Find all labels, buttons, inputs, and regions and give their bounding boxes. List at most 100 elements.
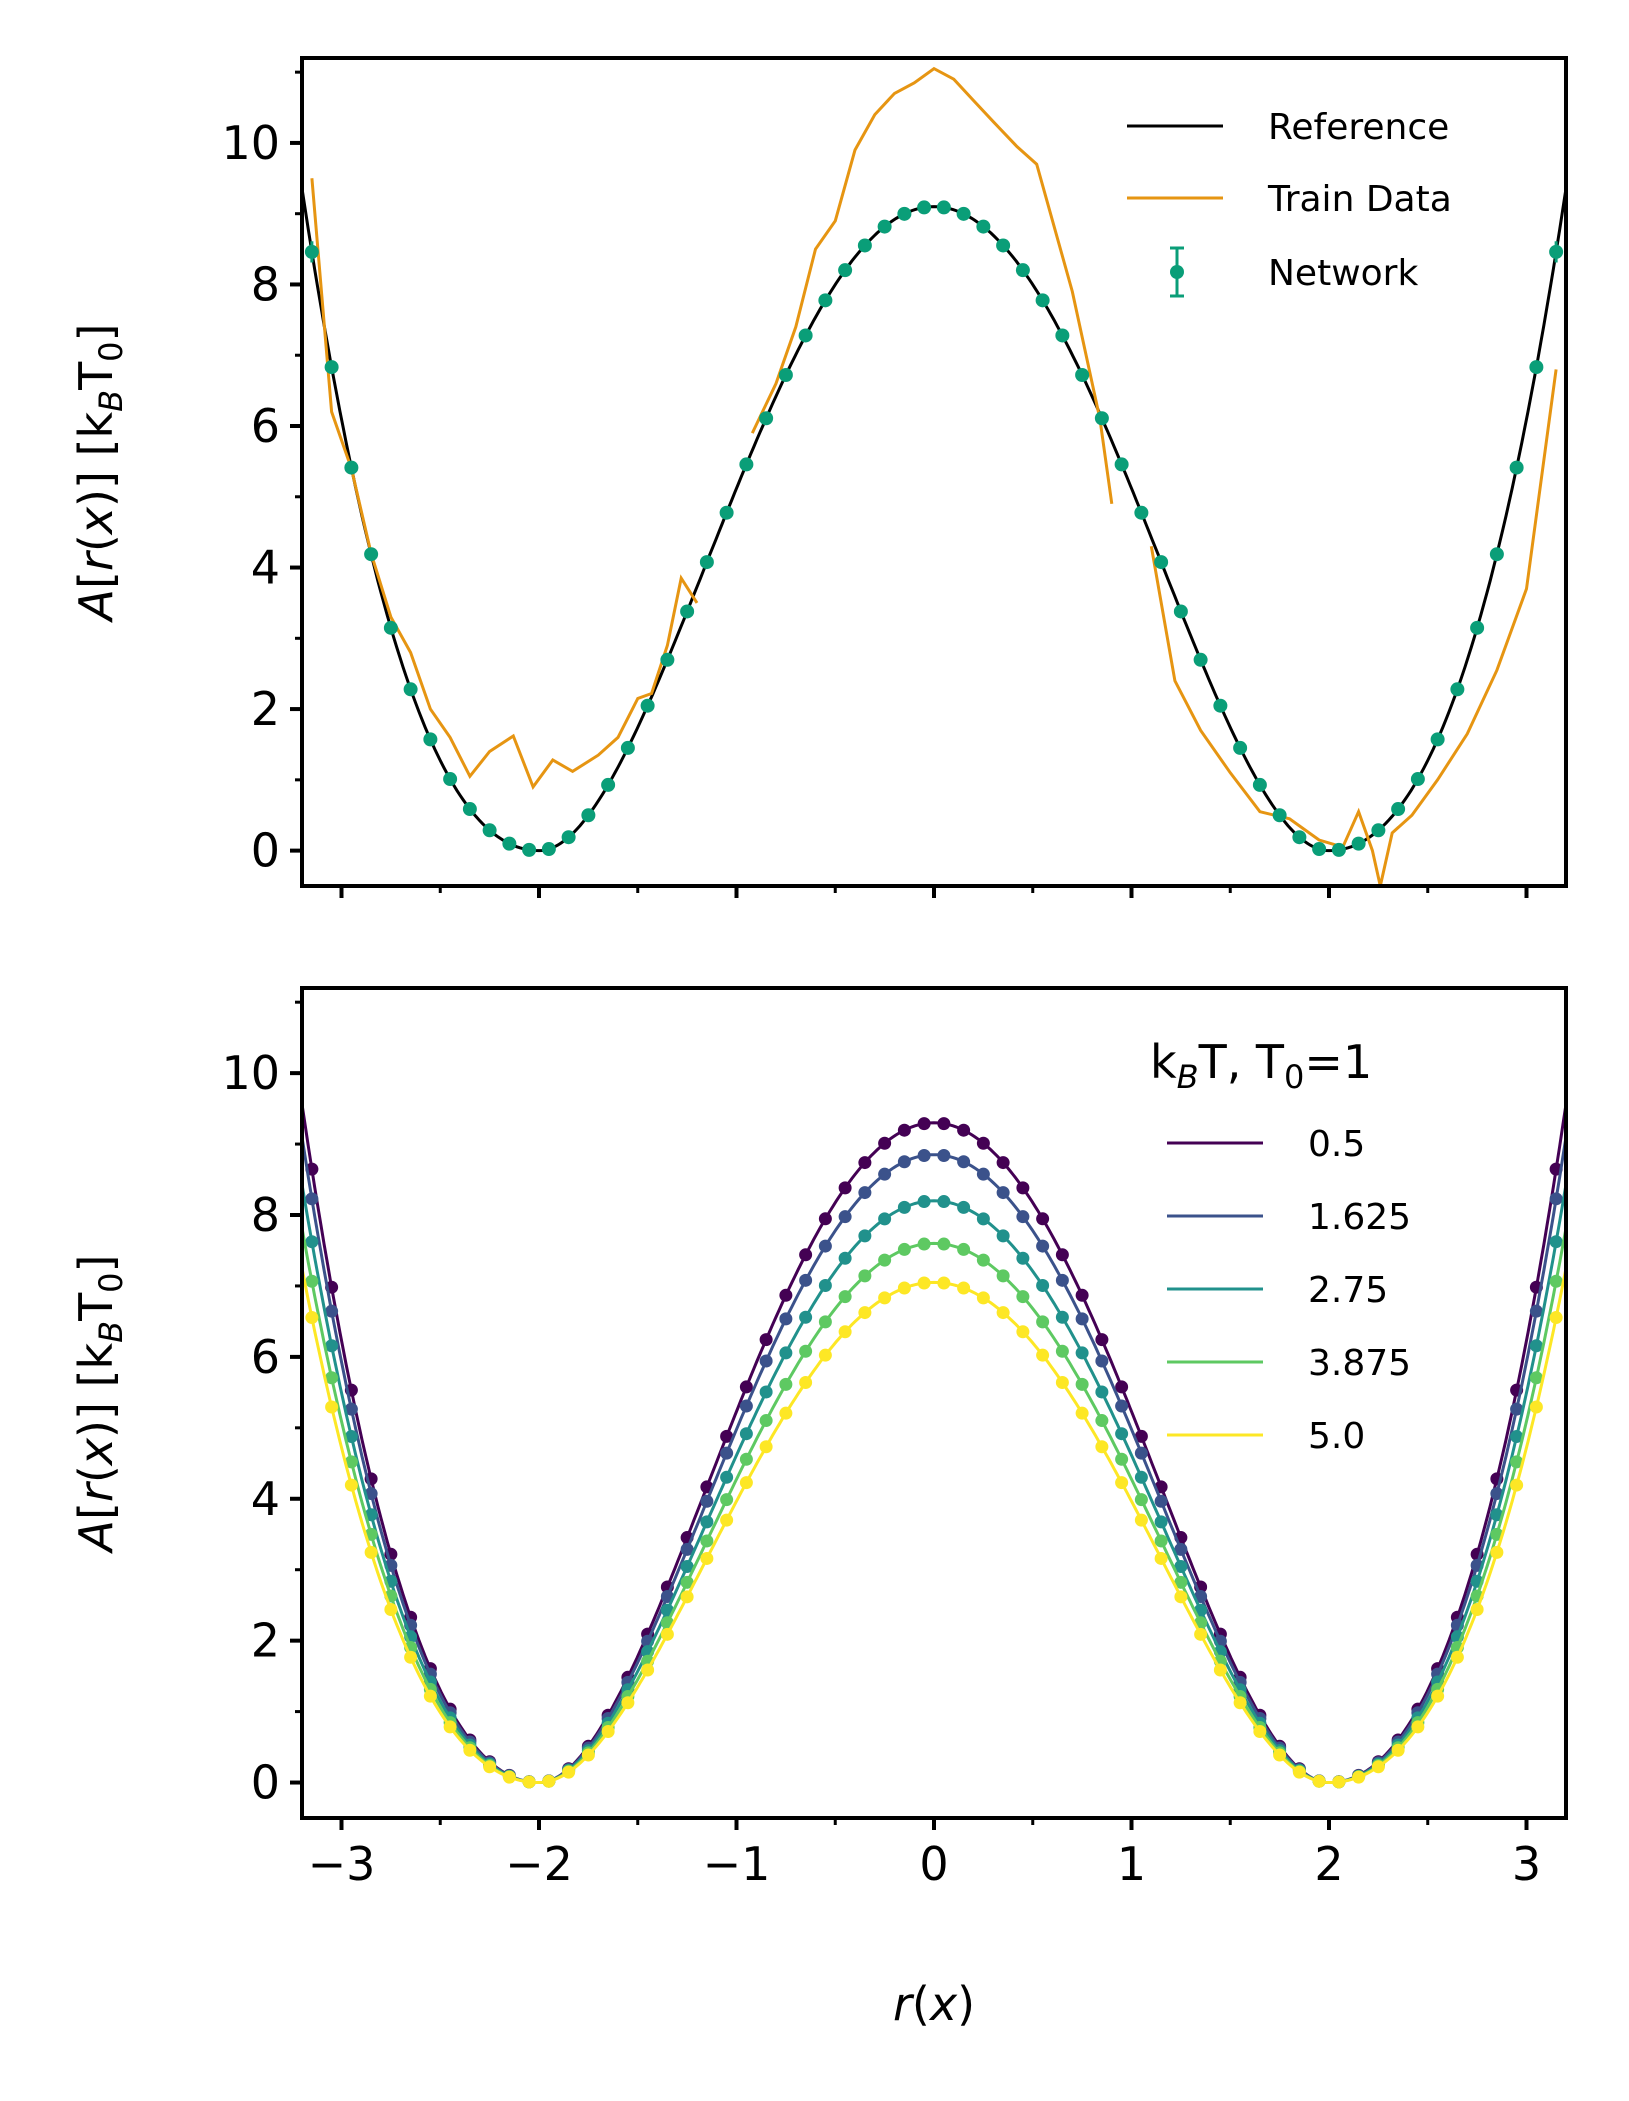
series-point	[443, 1720, 457, 1734]
series-point	[680, 1542, 694, 1556]
legend-label: 1.625	[1308, 1197, 1411, 1238]
network-point	[936, 200, 951, 215]
legend-label-reference: Reference	[1268, 107, 1449, 148]
network-point	[1391, 802, 1406, 817]
series-point	[621, 1696, 635, 1710]
legend-label: 2.75	[1308, 1270, 1388, 1311]
series-point	[1312, 1774, 1326, 1788]
series-point	[1036, 1315, 1050, 1329]
series-point	[759, 1385, 773, 1399]
series-point	[1510, 1455, 1524, 1469]
series-point	[996, 1186, 1010, 1200]
network-point	[877, 219, 892, 234]
series-point	[838, 1251, 852, 1265]
network-point	[1233, 740, 1248, 755]
y-tick-label: 8	[251, 1188, 280, 1242]
network-point	[522, 842, 537, 857]
series-point	[1055, 1310, 1069, 1324]
y-tick-label: 0	[251, 1756, 280, 1810]
series-point	[957, 1281, 971, 1295]
train-data-line	[1149, 369, 1558, 886]
network-point	[1549, 244, 1564, 259]
series-point	[878, 1136, 892, 1150]
series-point	[1055, 1344, 1069, 1358]
series-point	[1154, 1534, 1168, 1548]
series-point	[739, 1476, 753, 1490]
series-point	[1549, 1311, 1563, 1325]
y-tick-label: 4	[251, 541, 280, 595]
legend-label: 0.5	[1308, 1124, 1365, 1165]
network-point	[1035, 293, 1050, 308]
series-point	[1095, 1440, 1109, 1454]
x-tick-label: 0	[919, 1837, 948, 1891]
series-point	[976, 1167, 990, 1181]
network-point	[423, 732, 438, 747]
series-point	[779, 1406, 793, 1420]
series-point	[779, 1288, 793, 1302]
series-point	[502, 1770, 516, 1784]
series-point	[1332, 1775, 1346, 1789]
series-point	[799, 1273, 813, 1287]
series-point	[1115, 1380, 1129, 1394]
series-point	[759, 1414, 773, 1428]
series-point	[1510, 1478, 1524, 1492]
network-point	[660, 652, 675, 667]
network-point	[561, 830, 576, 845]
series-point	[739, 1427, 753, 1441]
series-point	[1016, 1251, 1030, 1265]
series-point	[917, 1117, 931, 1131]
legend-label-train-data: Train Data	[1267, 179, 1452, 220]
network-point	[1075, 368, 1090, 383]
series-point	[1194, 1627, 1208, 1641]
series-point	[581, 1748, 595, 1762]
series-point	[1470, 1603, 1484, 1617]
series-point	[759, 1440, 773, 1454]
series-point	[1115, 1476, 1129, 1490]
series-point	[976, 1212, 990, 1226]
series-point	[1075, 1346, 1089, 1360]
network-point	[1213, 698, 1228, 713]
network-point	[996, 238, 1011, 253]
series-point	[1549, 1192, 1563, 1206]
series-point	[364, 1545, 378, 1559]
series-point	[1016, 1210, 1030, 1224]
series-point	[1549, 1235, 1563, 1249]
series-point	[937, 1148, 951, 1162]
series-point	[325, 1400, 339, 1414]
top-legend: Reference Train Data Network	[1127, 107, 1452, 298]
series-point	[878, 1291, 892, 1305]
series-point	[838, 1290, 852, 1304]
series-point	[1529, 1339, 1543, 1353]
series-point	[818, 1212, 832, 1226]
series-point	[680, 1575, 694, 1589]
network-point	[304, 244, 319, 259]
series-point	[739, 1452, 753, 1466]
network-point	[1371, 823, 1386, 838]
series-point	[1095, 1354, 1109, 1368]
series-point	[1529, 1304, 1543, 1318]
network-point	[818, 293, 833, 308]
series-point	[463, 1743, 477, 1757]
bottom-legend: kBT, T0=1 0.5 1.625 2.75 3.875 5.0	[1150, 1035, 1411, 1457]
network-point	[739, 457, 754, 472]
series-point	[996, 1269, 1010, 1283]
series-point	[1075, 1406, 1089, 1420]
series-point	[1510, 1402, 1524, 1416]
series-point	[1115, 1452, 1129, 1466]
series-point	[1134, 1470, 1148, 1484]
bottom-y-axis-label: A[r(x)] [kBT0]	[69, 1254, 130, 1554]
series-point	[305, 1235, 319, 1249]
series-point	[562, 1765, 576, 1779]
series-point	[996, 1156, 1010, 1170]
network-point	[502, 836, 517, 851]
network-point	[462, 802, 477, 817]
y-tick-label: 2	[251, 682, 280, 736]
series-point	[1450, 1650, 1464, 1664]
network-point	[1410, 772, 1425, 787]
series-point	[720, 1429, 734, 1443]
series-point	[818, 1278, 832, 1292]
network-point	[1252, 777, 1267, 792]
series-point	[759, 1354, 773, 1368]
series-point	[1371, 1760, 1385, 1774]
